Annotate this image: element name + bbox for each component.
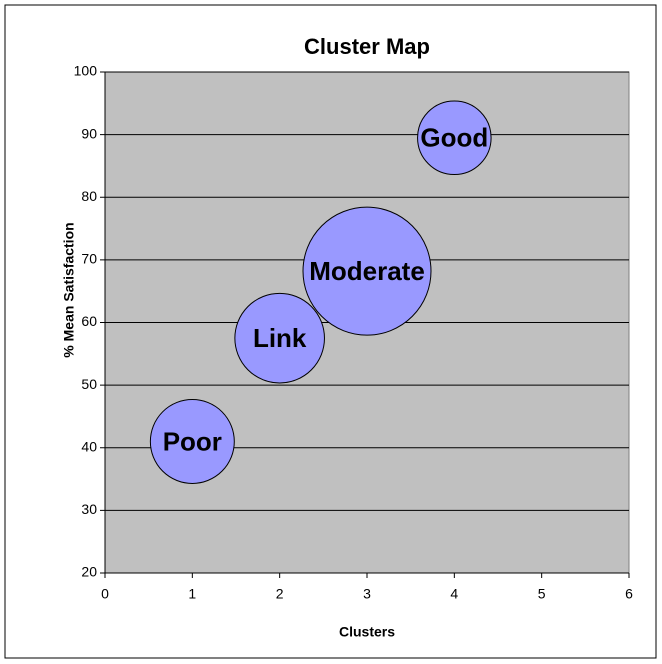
y-tick-label: 100 bbox=[74, 63, 98, 79]
y-tick-label: 60 bbox=[81, 313, 97, 329]
bubble-label: Good bbox=[420, 123, 488, 153]
bubble-label: Poor bbox=[163, 426, 222, 456]
x-tick-label: 0 bbox=[101, 586, 109, 602]
bubble bbox=[302, 206, 432, 336]
y-tick-label: 40 bbox=[81, 438, 97, 454]
y-tick-label: 30 bbox=[81, 501, 97, 517]
x-tick-label: 4 bbox=[450, 586, 458, 602]
y-tick-label: 50 bbox=[81, 376, 97, 392]
bubble bbox=[417, 100, 492, 176]
x-tick-label: 5 bbox=[538, 586, 546, 602]
y-tick-label: 80 bbox=[81, 188, 97, 204]
bubble-label: Moderate bbox=[309, 256, 425, 286]
bubble bbox=[234, 292, 325, 384]
y-tick-label: 70 bbox=[81, 251, 97, 267]
x-tick-label: 6 bbox=[625, 586, 633, 602]
y-axis-title: % Mean Satisfaction bbox=[61, 222, 77, 357]
y-tick-label: 90 bbox=[81, 125, 97, 141]
x-tick-label: 1 bbox=[188, 586, 196, 602]
y-tick-label: 20 bbox=[81, 564, 97, 580]
bubble bbox=[149, 399, 235, 484]
bubble-label: Link bbox=[253, 323, 307, 353]
chart-title: Cluster Map bbox=[304, 34, 430, 59]
x-tick-label: 2 bbox=[276, 586, 284, 602]
x-axis-title: Clusters bbox=[339, 624, 395, 640]
x-tick-label: 3 bbox=[363, 586, 371, 602]
